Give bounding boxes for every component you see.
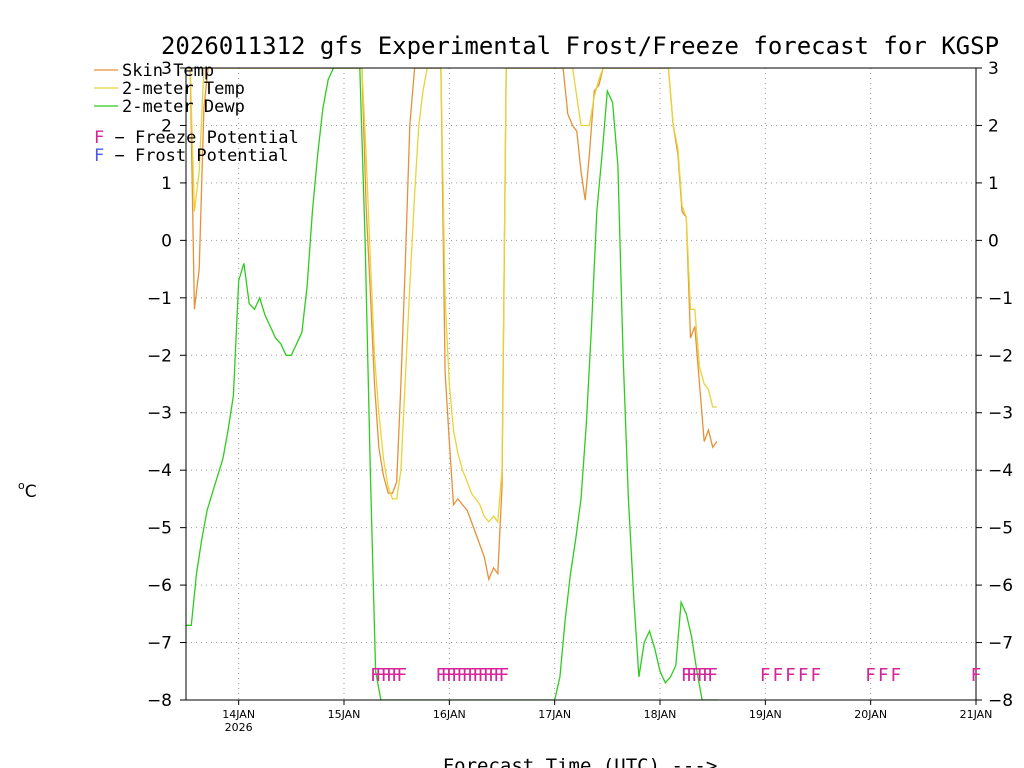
freeze-mark: F	[707, 665, 717, 686]
y-tick-label-right: −1	[988, 289, 1013, 309]
potential-mark: F	[94, 146, 104, 166]
potential-label: − Freeze Potential	[104, 128, 298, 148]
potential-legend-entry: F − Frost Potential	[94, 146, 288, 166]
y-tick-label-right: −2	[988, 346, 1013, 366]
y-tick-label-right: 3	[988, 59, 999, 79]
freeze-mark: F	[488, 665, 498, 686]
freeze-mark: F	[446, 665, 456, 686]
y-axis-label: oC	[18, 479, 37, 502]
potential-legend-entry: F − Freeze Potential	[94, 128, 299, 148]
freeze-mark: F	[798, 665, 808, 686]
freeze-mark: F	[386, 665, 396, 686]
y-tick-label: −2	[147, 346, 172, 366]
freeze-mark: F	[452, 665, 462, 686]
y-tick-label-right: −7	[988, 634, 1013, 654]
freeze-mark: F	[436, 665, 446, 686]
freeze-mark: F	[891, 665, 901, 686]
degree-symbol: o	[18, 479, 25, 492]
freeze-mark: F	[478, 665, 488, 686]
freeze-mark: F	[483, 665, 493, 686]
freeze-mark: F	[702, 665, 712, 686]
legend-label: Skin Temp	[122, 61, 214, 81]
y-axis: 3 3 2 2 1 1 0 0 −1 −1 −2 −2 −3 −3 −4 −4 −5 −5 −6 −6 −7 −7 −8 −8	[147, 59, 1013, 711]
plot-frame	[185, 67, 977, 701]
y-tick-label-right: −6	[988, 576, 1013, 596]
freeze-mark: F	[697, 665, 707, 686]
y-tick-label-right: −8	[988, 691, 1013, 711]
chart-title: 2026011312 gfs Experimental Frost/Freeze…	[161, 32, 999, 60]
series-2-meter-temp	[186, 68, 717, 524]
freeze-mark: F	[397, 665, 407, 686]
freeze-mark: F	[692, 665, 702, 686]
x-tick-label: 19JAN	[749, 708, 782, 721]
freeze-mark: F	[370, 665, 380, 686]
x-tick-year: 2026	[225, 721, 253, 734]
y-tick-label: 1	[161, 174, 172, 194]
y-tick-label: −1	[147, 289, 172, 309]
freeze-mark: F	[686, 665, 696, 686]
y-tick-label: 2	[161, 116, 172, 136]
x-tick-label: 16JAN	[433, 708, 466, 721]
freeze-mark: F	[971, 665, 981, 686]
x-tick-label: 20JAN	[854, 708, 887, 721]
series-skin-temp	[186, 68, 718, 582]
x-axis-label: Forecast Time (UTC) --->	[443, 755, 718, 768]
freeze-mark: F	[785, 665, 795, 686]
potential-mark: F	[94, 128, 104, 148]
y-tick-label-right: −5	[988, 519, 1013, 539]
freeze-mark: F	[760, 665, 770, 686]
x-tick-label: 17JAN	[538, 708, 571, 721]
freeze-mark: F	[878, 665, 888, 686]
x-tick-label: 15JAN	[328, 708, 361, 721]
y-tick-label-right: 1	[988, 174, 999, 194]
y-tick-label: −4	[147, 461, 172, 481]
y-tick-label: −3	[147, 404, 172, 424]
series-2-meter-dewp	[186, 68, 718, 700]
y-tick-label: 0	[161, 231, 172, 251]
legend-label: 2-meter Dewp	[122, 97, 245, 117]
unit-letter: C	[25, 482, 37, 502]
y-tick-label-right: 0	[988, 231, 999, 251]
y-tick-label-right: 2	[988, 116, 999, 136]
y-tick-label-right: −4	[988, 461, 1013, 481]
x-tick-label: 18JAN	[644, 708, 677, 721]
freeze-mark: F	[462, 665, 472, 686]
freeze-mark: F	[494, 665, 504, 686]
x-tick-label: 21JAN	[960, 708, 993, 721]
freeze-mark: F	[381, 665, 391, 686]
y-tick-label: 3	[161, 59, 172, 79]
freeze-mark: F	[773, 665, 783, 686]
freeze-mark: F	[499, 665, 509, 686]
freeze-mark: F	[467, 665, 477, 686]
y-tick-label: −7	[147, 634, 172, 654]
freeze-mark: F	[441, 665, 451, 686]
freeze-mark: F	[865, 665, 875, 686]
freeze-mark: F	[473, 665, 483, 686]
x-tick-label: 14JAN	[222, 708, 255, 721]
legend-label: 2-meter Temp	[122, 79, 245, 99]
y-tick-label: −6	[147, 576, 172, 596]
freeze-mark: F	[391, 665, 401, 686]
potential-label: − Frost Potential	[104, 146, 288, 166]
freeze-mark: F	[811, 665, 821, 686]
y-tick-label: −5	[147, 519, 172, 539]
freeze-mark: F	[376, 665, 386, 686]
grid	[186, 68, 976, 700]
y-tick-label-right: −3	[988, 404, 1013, 424]
freeze-mark: F	[681, 665, 691, 686]
freeze-mark: F	[457, 665, 467, 686]
y-tick-label: −8	[147, 691, 172, 711]
series-lines	[186, 68, 718, 700]
